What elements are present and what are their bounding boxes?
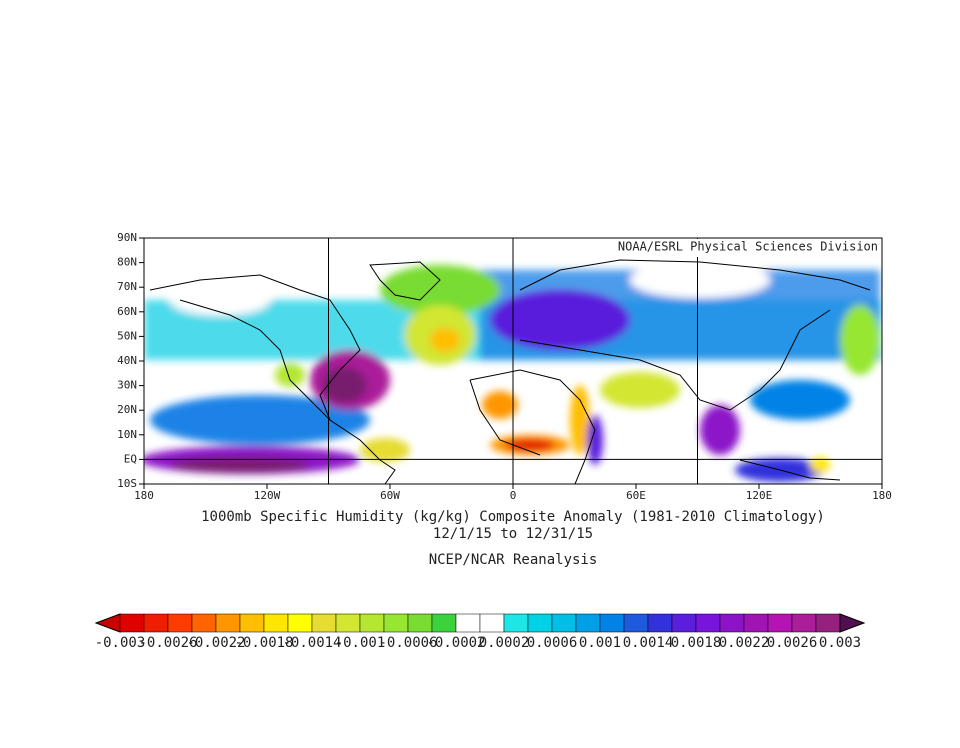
lat-label: 80N bbox=[117, 256, 137, 269]
colorbar-arrow-high bbox=[839, 613, 866, 633]
source: NCEP/NCAR Reanalysis bbox=[429, 552, 598, 568]
colorbar-box bbox=[431, 613, 457, 633]
colorbar-box bbox=[551, 613, 577, 633]
lat-label: 90N bbox=[117, 231, 137, 244]
colorbar-box bbox=[143, 613, 169, 633]
colorbar-box bbox=[719, 613, 745, 633]
lon-label: 60E bbox=[626, 489, 646, 502]
colorbar-box bbox=[455, 613, 481, 633]
colorbar-label: -0.0014 bbox=[282, 635, 341, 651]
lon-label: 180 bbox=[134, 489, 154, 502]
colorbar-label: 0.0006 bbox=[527, 635, 578, 651]
colorbar-label: -0.003 bbox=[95, 635, 146, 651]
colorbar-box bbox=[791, 613, 817, 633]
colorbar-box bbox=[647, 613, 673, 633]
lon-label: 120W bbox=[254, 489, 281, 502]
lat-label: 30N bbox=[117, 379, 137, 392]
lon-label: 120E bbox=[746, 489, 773, 502]
colorbar-label: -0.0002 bbox=[426, 635, 485, 651]
anomaly-field bbox=[144, 238, 882, 484]
colorbar-box bbox=[407, 613, 433, 633]
colorbar-box bbox=[599, 613, 625, 633]
colorbar-box bbox=[479, 613, 505, 633]
colorbar-box bbox=[503, 613, 529, 633]
title: 1000mb Specific Humidity (kg/kg) Composi… bbox=[201, 509, 825, 525]
lat-label: 40N bbox=[117, 354, 137, 367]
colorbar-label: 0.0002 bbox=[479, 635, 530, 651]
lat-label: 60N bbox=[117, 305, 137, 318]
dates: 12/1/15 to 12/31/15 bbox=[433, 526, 593, 542]
colorbar-label: 0.0026 bbox=[767, 635, 818, 651]
lon-label: 180 bbox=[872, 489, 892, 502]
lat-label: 20N bbox=[117, 403, 137, 416]
colorbar-box bbox=[335, 613, 361, 633]
colorbar-label: -0.0018 bbox=[234, 635, 293, 651]
colorbar-box bbox=[743, 613, 769, 633]
colorbar-label: -0.0022 bbox=[186, 635, 245, 651]
colorbar-box bbox=[623, 613, 649, 633]
lat-label: 10S bbox=[117, 477, 137, 490]
colorbar-box bbox=[215, 613, 241, 633]
colorbar-label: 0.001 bbox=[579, 635, 621, 651]
credit: NOAA/ESRL Physical Sciences Division bbox=[618, 240, 878, 254]
colorbar-label: 0.003 bbox=[819, 635, 861, 651]
lat-label: 50N bbox=[117, 329, 137, 342]
colorbar-box bbox=[119, 613, 145, 633]
colorbar-box bbox=[695, 613, 721, 633]
colorbar-box bbox=[671, 613, 697, 633]
colorbar-box bbox=[527, 613, 553, 633]
lon-label: 0 bbox=[510, 489, 517, 502]
lon-label: 60W bbox=[380, 489, 400, 502]
colorbar-arrow-low bbox=[94, 613, 121, 633]
colorbar-box bbox=[239, 613, 265, 633]
colorbar-label: 0.0014 bbox=[623, 635, 674, 651]
colorbar-box bbox=[263, 613, 289, 633]
lat-label: 10N bbox=[117, 428, 137, 441]
lat-label: 70N bbox=[117, 280, 137, 293]
colorbar-box bbox=[167, 613, 193, 633]
colorbar-label: 0.0022 bbox=[719, 635, 770, 651]
colorbar-box bbox=[815, 613, 841, 633]
colorbar-label: -0.0006 bbox=[378, 635, 437, 651]
colorbar-box bbox=[575, 613, 601, 633]
colorbar-label: -0.001 bbox=[335, 635, 386, 651]
colorbar-box bbox=[311, 613, 337, 633]
colorbar-label: -0.0026 bbox=[138, 635, 197, 651]
colorbar-box bbox=[359, 613, 385, 633]
colorbar-box bbox=[383, 613, 409, 633]
colorbar-box bbox=[191, 613, 217, 633]
credit-box bbox=[596, 239, 881, 257]
colorbar-box bbox=[767, 613, 793, 633]
colorbar-box bbox=[287, 613, 313, 633]
colorbar-label: 0.0018 bbox=[671, 635, 722, 651]
lat-label: EQ bbox=[124, 452, 137, 465]
